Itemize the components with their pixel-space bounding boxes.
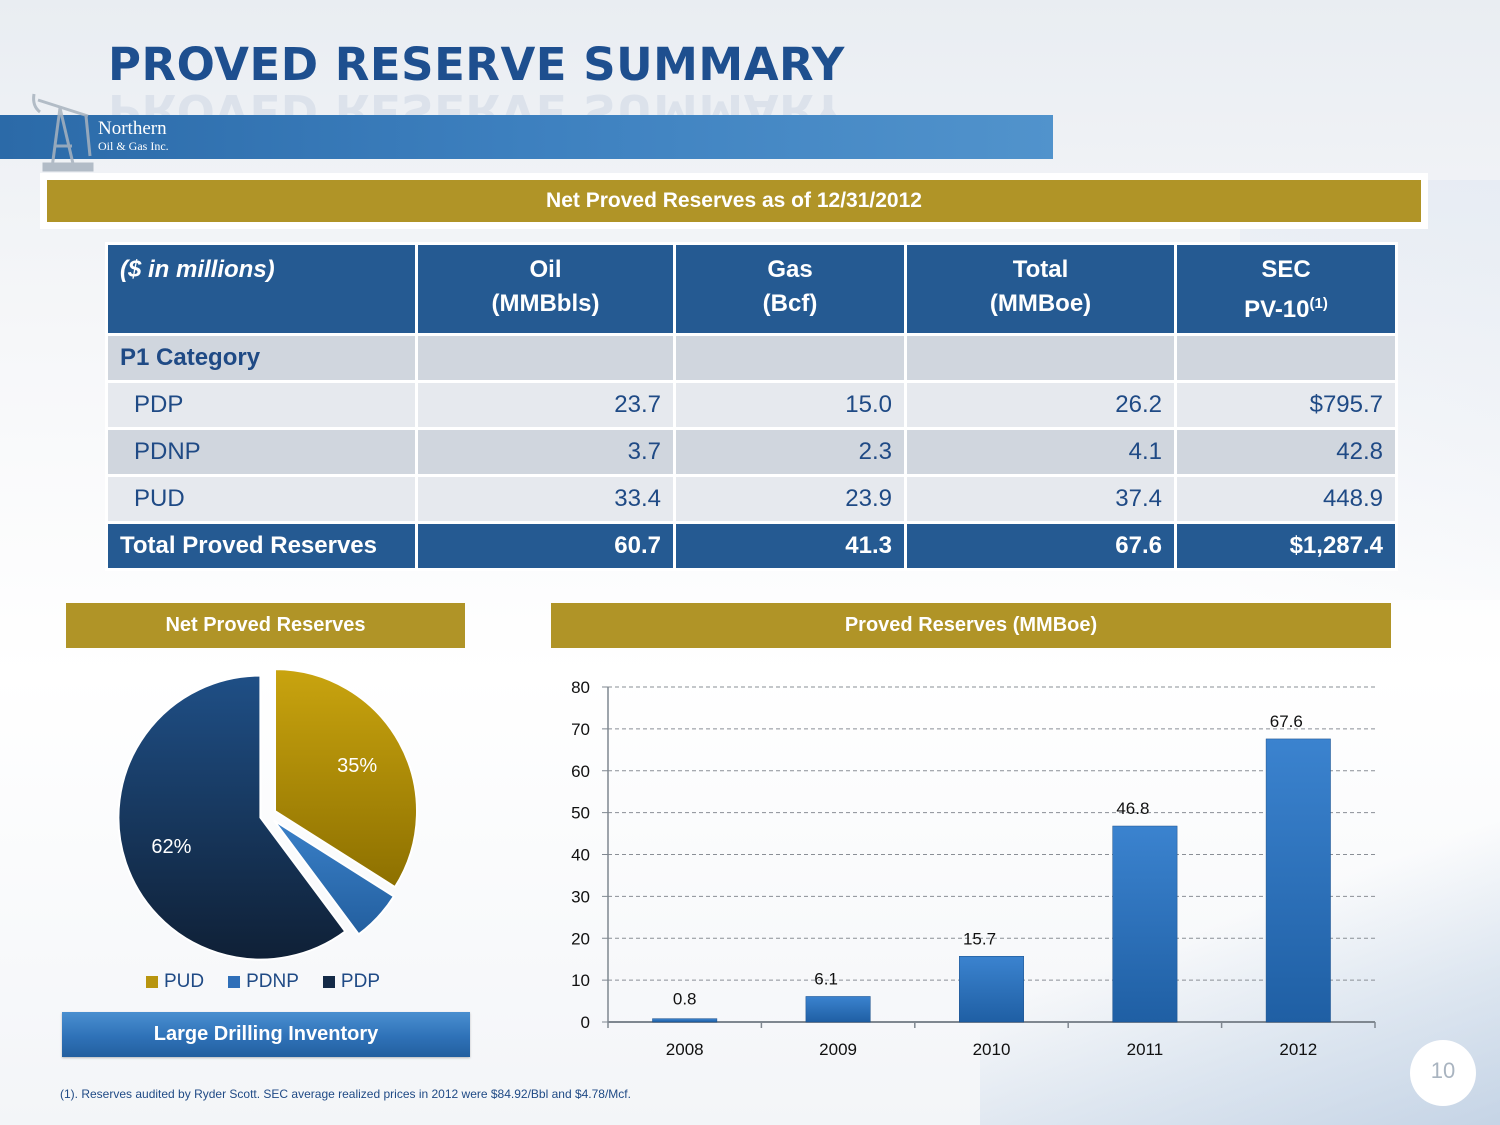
table-row: PDP 23.7 15.0 26.2 $795.7 bbox=[105, 380, 1398, 430]
y-tick-label: 80 bbox=[571, 678, 590, 697]
footnote: (1). Reserves audited by Ryder Scott. SE… bbox=[60, 1087, 631, 1101]
x-tick-label: 2010 bbox=[973, 1040, 1011, 1059]
bar-chart-header: Proved Reserves (MMBoe) bbox=[551, 603, 1391, 648]
pumpjack-logo-icon bbox=[32, 93, 94, 172]
legend-item-pdp: PDP bbox=[322, 971, 380, 993]
legend-item-pdnp: PDNP bbox=[228, 971, 299, 993]
legend-item-pud: PUD bbox=[146, 971, 204, 993]
y-tick-label: 0 bbox=[581, 1013, 590, 1032]
pie-slice-pdnp bbox=[273, 819, 396, 936]
header-units: ($ in millions) bbox=[105, 242, 418, 336]
bar-2009 bbox=[805, 996, 871, 1023]
table-row: PDNP 3.7 2.3 4.1 42.8 bbox=[105, 427, 1398, 477]
main-header-frame: Net Proved Reserves as of 12/31/2012 bbox=[40, 173, 1428, 229]
x-tick-label: 2008 bbox=[666, 1040, 704, 1059]
header-total: Total (MMBoe) bbox=[904, 242, 1177, 336]
pie-chart-header: Net Proved Reserves bbox=[66, 603, 465, 648]
category-row: P1 Category bbox=[105, 333, 1398, 383]
header-pv10: SEC PV-10(1) bbox=[1174, 242, 1398, 336]
legend-swatch-pud bbox=[146, 976, 158, 988]
legend-swatch-pdnp bbox=[228, 976, 241, 988]
y-tick-label: 50 bbox=[571, 804, 590, 823]
x-tick-label: 2012 bbox=[1279, 1040, 1317, 1059]
pie-label-pud: 35% bbox=[337, 755, 377, 777]
bar-2010 bbox=[959, 956, 1024, 1023]
pie-chart: 35% 62% bbox=[117, 668, 418, 961]
drilling-inventory-label: Large Drilling Inventory bbox=[62, 1012, 470, 1057]
legend-swatch-pdp bbox=[322, 976, 335, 988]
page-title: PROVED RESERVE SUMMARY bbox=[108, 38, 845, 91]
x-tick-label: 2011 bbox=[1127, 1040, 1164, 1059]
header-oil: Oil (MMBbls) bbox=[415, 242, 676, 336]
category-label: P1 Category bbox=[105, 333, 418, 383]
bar-value-label: 46.8 bbox=[1116, 799, 1149, 818]
bar-value-label: 67.6 bbox=[1270, 712, 1303, 731]
reserves-table: ($ in millions) Oil (MMBbls) Gas (Bcf) Tot… bbox=[105, 242, 1398, 571]
bar-value-label: 0.8 bbox=[673, 990, 697, 1009]
logo-subtitle: Oil & Gas Inc. bbox=[98, 139, 169, 153]
y-tick-label: 40 bbox=[571, 846, 590, 865]
bar-2012 bbox=[1265, 738, 1331, 1023]
bar-value-label: 15.7 bbox=[963, 929, 996, 948]
pie-label-pdp: 62% bbox=[151, 836, 191, 858]
x-tick-label: 2009 bbox=[819, 1040, 857, 1059]
y-tick-label: 70 bbox=[571, 720, 590, 739]
header-band bbox=[0, 115, 1053, 159]
bar-2011 bbox=[1112, 825, 1178, 1023]
bar-value-label: 6.1 bbox=[814, 969, 838, 988]
y-tick-label: 20 bbox=[571, 929, 590, 948]
total-row: Total Proved Reserves 60.7 41.3 67.6 $1,… bbox=[105, 521, 1398, 571]
y-tick-label: 10 bbox=[571, 971, 590, 990]
table-row: PUD 33.4 23.9 37.4 448.9 bbox=[105, 474, 1398, 524]
logo-name: Northern bbox=[98, 118, 167, 139]
header-gas: Gas (Bcf) bbox=[673, 242, 907, 336]
page-number: 10 bbox=[1410, 1040, 1476, 1106]
table-header-row: ($ in millions) Oil (MMBbls) Gas (Bcf) Tot… bbox=[105, 242, 1398, 336]
pie-slice-pud bbox=[274, 668, 418, 889]
pie-legend: PUD PDNP PDP bbox=[146, 971, 380, 993]
main-header: Net Proved Reserves as of 12/31/2012 bbox=[47, 180, 1421, 222]
bar-chart: 0 10 20 30 40 50 60 70 80 0.8 2008 6.1 2009 15.7 2010 4… bbox=[571, 678, 1376, 1059]
y-tick-label: 60 bbox=[571, 762, 590, 781]
bar-2008 bbox=[652, 1018, 718, 1023]
pie-slice-pdp bbox=[117, 674, 347, 961]
y-tick-label: 30 bbox=[571, 887, 590, 906]
